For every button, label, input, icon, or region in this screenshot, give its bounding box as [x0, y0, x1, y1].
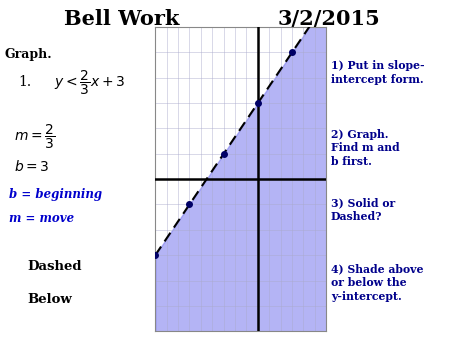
Text: 1) Put in slope-
intercept form.: 1) Put in slope- intercept form.	[331, 60, 424, 84]
Text: Graph.: Graph.	[4, 48, 52, 61]
Text: $b = 3$: $b = 3$	[14, 159, 49, 173]
Text: Below: Below	[27, 293, 72, 306]
Text: m = move: m = move	[9, 212, 74, 225]
Text: 2) Graph.
Find m and
b first.: 2) Graph. Find m and b first.	[331, 129, 400, 167]
Text: 3/2/2015: 3/2/2015	[277, 9, 380, 29]
Text: Dashed: Dashed	[27, 260, 81, 273]
Text: $y < \dfrac{2}{3}x + 3$: $y < \dfrac{2}{3}x + 3$	[54, 69, 125, 97]
Text: 3) Solid or
Dashed?: 3) Solid or Dashed?	[331, 197, 395, 222]
Text: b = beginning: b = beginning	[9, 189, 102, 201]
Text: 1.: 1.	[18, 75, 31, 89]
Text: $m = \dfrac{2}{3}$: $m = \dfrac{2}{3}$	[14, 123, 55, 151]
Text: Bell Work: Bell Work	[64, 9, 179, 29]
Text: 4) Shade above
or below the
y-intercept.: 4) Shade above or below the y-intercept.	[331, 263, 423, 301]
